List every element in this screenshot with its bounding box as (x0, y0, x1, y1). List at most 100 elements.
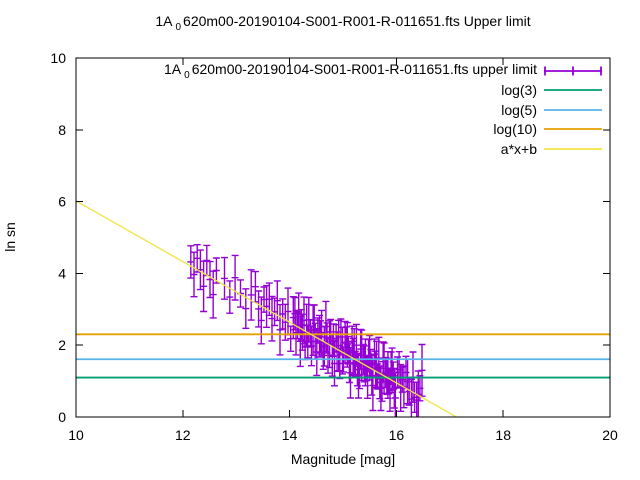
chart-title-rest: 620m00-20190104-S001-R001-R-011651.fts U… (183, 13, 531, 29)
errorbar-point (340, 346, 347, 373)
x-axis-label: Magnitude [mag] (290, 451, 396, 467)
errorbar-point (265, 282, 273, 317)
errorbar-point (305, 296, 313, 343)
errorbar-point (196, 249, 204, 291)
legend-entry: log(10) (164, 120, 602, 140)
y-tick-label: 8 (58, 122, 66, 138)
legend-label: log(10) (493, 121, 537, 138)
errorbar-point (226, 280, 234, 314)
errorbar-point (271, 297, 279, 327)
errorbar-point (331, 340, 338, 387)
errorbar-point (247, 269, 255, 321)
chart-title-prefix: 1A (155, 13, 173, 29)
errorbar-point (306, 319, 314, 348)
errorbar-point (373, 340, 381, 389)
fit-line (76, 200, 458, 417)
errorbar-point (292, 309, 300, 356)
errorbar-point (358, 329, 366, 382)
errorbar-point (378, 373, 386, 402)
errorbar-point (313, 328, 321, 377)
x-tick-label: 10 (68, 427, 84, 443)
y-tick-label: 0 (58, 409, 66, 425)
errorbar-point (190, 251, 198, 298)
errorbar-point (295, 292, 303, 334)
errorbar-point (390, 367, 398, 409)
errorbar-point (257, 296, 265, 345)
errorbar-point (347, 347, 354, 399)
errorbar-point (323, 322, 331, 354)
errorbar-point (389, 361, 397, 391)
legend-errorbar-sample-icon (544, 66, 602, 76)
errorbar-point (369, 359, 377, 412)
errorbar-point (316, 314, 323, 358)
errorbar-point (352, 323, 360, 367)
legend-line-sample-icon (544, 89, 602, 92)
y-axis-label: ln sn (2, 222, 18, 252)
errorbar-point (324, 336, 332, 374)
errorbar-point (407, 378, 415, 417)
x-tick-label: 16 (389, 427, 405, 443)
errorbar-point (297, 309, 305, 341)
x-tick-label: 18 (495, 427, 511, 443)
errorbar-point (276, 303, 284, 356)
legend-entry: a*x+b (164, 139, 602, 159)
errorbar-series (187, 244, 426, 417)
errorbar-point (416, 375, 424, 402)
errorbar-point (304, 324, 312, 359)
legend-line-sample-icon (544, 108, 602, 111)
errorbar-point (365, 338, 373, 373)
errorbar-point (281, 303, 289, 341)
x-tick-label: 12 (175, 427, 191, 443)
errorbar-point (364, 356, 372, 399)
errorbar-point (350, 328, 358, 377)
errorbar-point (242, 288, 250, 329)
errorbar-point (308, 325, 315, 367)
errorbar-point (294, 310, 302, 340)
errorbar-point (344, 335, 352, 365)
errorbar-point (298, 313, 306, 351)
axes (75, 57, 611, 418)
legend-entry: 1A 0 620m00-20190104-S001-R001-R-011651.ft… (164, 61, 602, 81)
errorbar-point (368, 354, 376, 396)
legend-label: a*x+b (500, 140, 537, 157)
errorbar-point (400, 365, 408, 409)
errorbar-point (317, 320, 325, 354)
errorbar-point (296, 315, 304, 368)
legend-line-sample-icon (544, 128, 602, 131)
errorbar-point (418, 343, 426, 397)
errorbar-point (387, 351, 395, 385)
errorbar-point (251, 270, 259, 303)
errorbar-point (345, 342, 353, 384)
errorbar-point (287, 325, 295, 352)
errorbar-point (206, 260, 214, 299)
errorbar-point (231, 254, 239, 301)
y-tick-label: 10 (50, 50, 66, 66)
errorbar-point (359, 343, 367, 376)
legend-label: log(5) (501, 101, 537, 118)
errorbar-point (377, 365, 385, 412)
y-tick-label: 6 (58, 194, 66, 210)
errorbar-point (398, 366, 406, 393)
errorbar-point (300, 296, 308, 345)
errorbar-point (289, 296, 297, 340)
errorbar-point (343, 321, 351, 368)
x-tick-label: 14 (282, 427, 298, 443)
errorbar-point (237, 279, 244, 308)
legend-entry: log(5) (164, 100, 602, 120)
plot-border (75, 57, 611, 418)
errorbar-point (388, 347, 396, 394)
chart-title-subscript: 0 (175, 21, 182, 33)
errorbar-point (212, 257, 220, 284)
errorbar-point (268, 295, 276, 342)
errorbar-point (291, 296, 299, 331)
chart-title: 1A 0 620m00-20190104-S001-R001-R-011651.ft… (76, 13, 610, 33)
legend-line-sample-icon (544, 147, 602, 150)
errorbar-point (193, 244, 201, 273)
errorbar-point (337, 318, 345, 356)
errorbar-point (335, 319, 343, 372)
errorbar-point (414, 370, 422, 417)
errorbar-point (341, 320, 349, 364)
y-tick-label: 2 (58, 337, 66, 353)
errorbar-point (413, 381, 421, 417)
